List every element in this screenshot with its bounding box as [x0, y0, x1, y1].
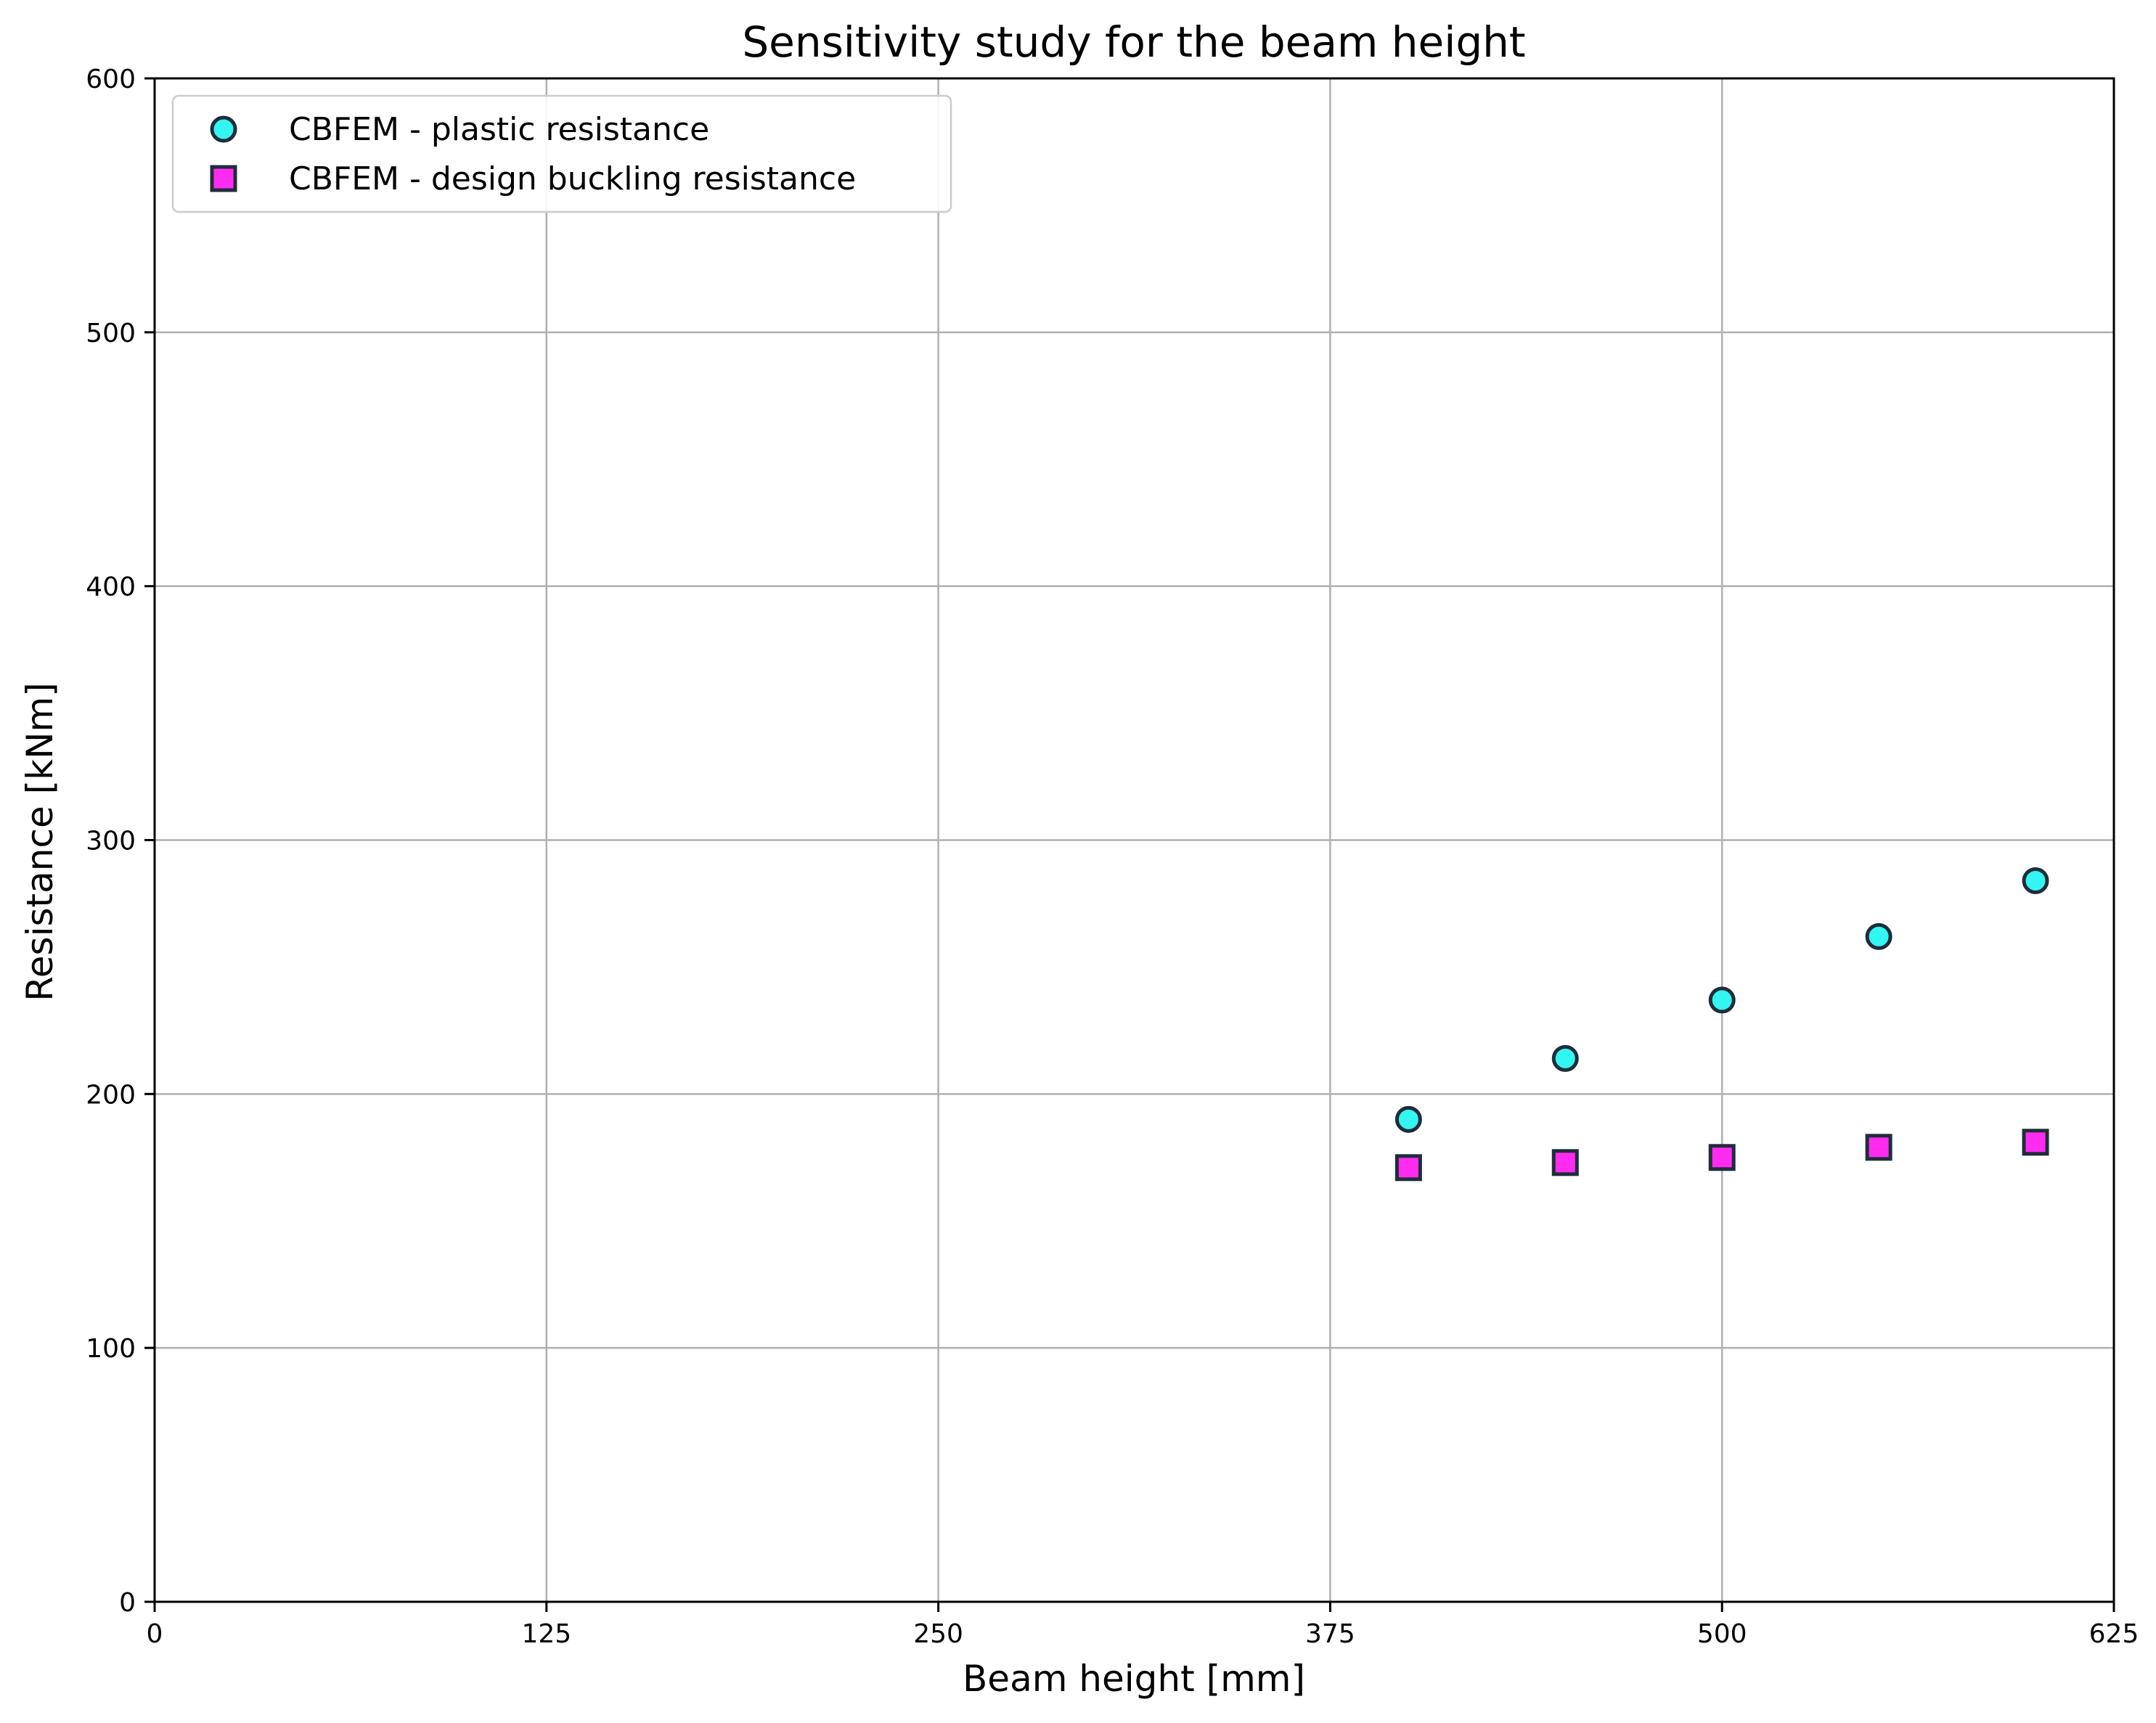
legend-design-buckling-resistance-marker — [210, 165, 237, 192]
design-buckling-resistance-point — [1551, 1149, 1579, 1176]
y-tick-label: 100 — [86, 1334, 136, 1364]
legend-plastic-resistance-marker — [210, 115, 237, 143]
design-buckling-resistance-point — [1708, 1144, 1736, 1171]
x-tick-label: 125 — [521, 1619, 571, 1649]
design-buckling-resistance-point — [2022, 1129, 2049, 1156]
plastic-resistance-point — [2022, 867, 2049, 894]
design-buckling-resistance-point — [1395, 1154, 1422, 1182]
x-tick-label: 500 — [1697, 1619, 1747, 1649]
x-tick-label: 0 — [147, 1619, 163, 1649]
design-buckling-resistance-point — [1865, 1134, 1892, 1161]
y-tick-label: 300 — [86, 827, 136, 856]
x-axis-label: Beam height [mm] — [963, 1658, 1305, 1700]
x-tick-label: 625 — [2089, 1619, 2139, 1649]
plastic-resistance-point — [1551, 1044, 1579, 1072]
legend-plastic-resistance-label: CBFEM - plastic resistance — [289, 111, 709, 148]
plastic-resistance-point — [1865, 922, 1892, 950]
legend-design-buckling-resistance-label: CBFEM - design buckling resistance — [289, 160, 856, 197]
y-tick-label: 400 — [86, 573, 136, 602]
y-tick-label: 200 — [86, 1080, 136, 1110]
y-tick-label: 600 — [86, 65, 136, 94]
y-tick-label: 500 — [86, 319, 136, 348]
y-tick-label: 0 — [119, 1588, 136, 1618]
legend: CBFEM - plastic resistance CBFEM - desig… — [171, 94, 952, 213]
series-1 — [1395, 1129, 2049, 1182]
y-axis-label: Resistance [kNm] — [19, 682, 61, 1001]
axis-ticks: 0 125 250 375 500 625 0 100 200 300 400 500 600 — [86, 65, 2139, 1649]
plastic-resistance-point — [1708, 986, 1736, 1014]
data-points — [1395, 867, 2049, 1182]
legend-box — [171, 94, 952, 213]
x-tick-label: 250 — [913, 1619, 963, 1649]
chart-title: Sensitivity study for the beam height — [742, 17, 1525, 67]
x-tick-label: 375 — [1305, 1619, 1355, 1649]
plastic-resistance-point — [1395, 1105, 1422, 1133]
plot-area-frame — [153, 77, 2115, 1603]
series-0 — [1395, 867, 2049, 1133]
